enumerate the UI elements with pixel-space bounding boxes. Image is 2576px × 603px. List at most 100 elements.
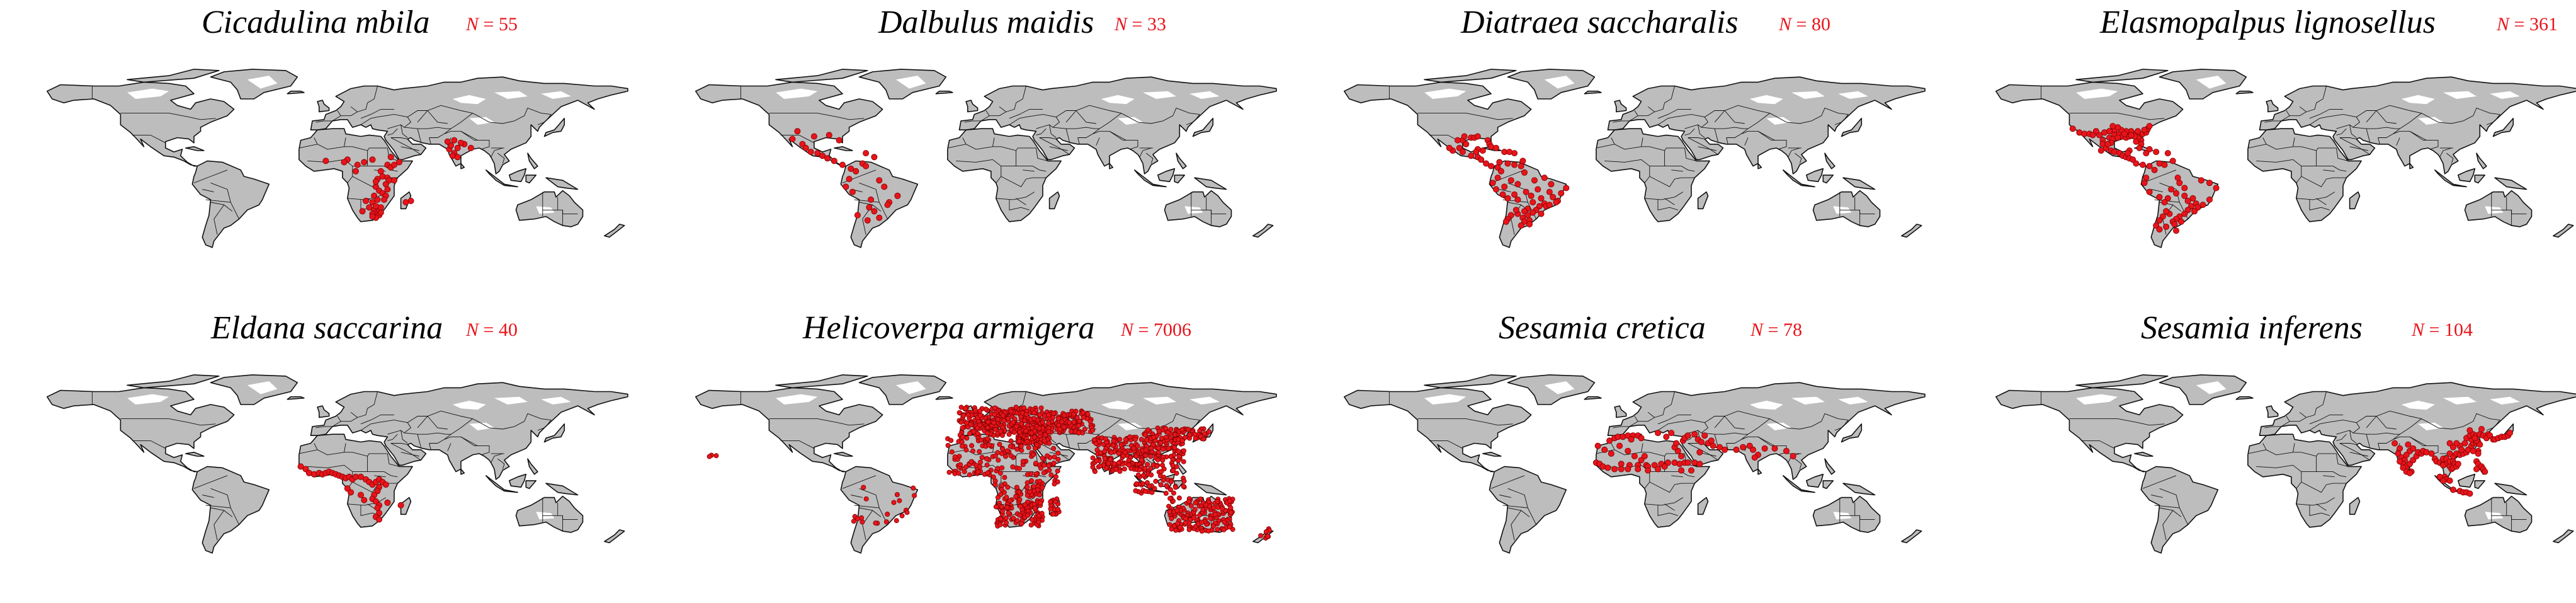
occurrence-point xyxy=(2405,441,2412,448)
occurrence-point xyxy=(1098,450,1103,456)
occurrence-point xyxy=(1022,418,1028,423)
occurrence-point xyxy=(1221,527,1227,532)
occurrence-point xyxy=(2470,447,2477,454)
occurrence-point xyxy=(374,504,381,511)
occurrence-point xyxy=(1013,493,1019,499)
occurrence-point xyxy=(1128,466,1134,471)
occurrence-point xyxy=(2507,430,2514,437)
country-border xyxy=(1834,122,1842,125)
country-border xyxy=(2349,452,2368,457)
country-border xyxy=(2309,108,2343,119)
occurrence-point xyxy=(1688,467,1695,474)
landmass-south-america xyxy=(840,160,919,248)
country-border xyxy=(1099,113,1121,129)
occurrence-point xyxy=(1531,177,1538,184)
country-border xyxy=(2301,481,2347,493)
country-border xyxy=(360,108,394,119)
country-border xyxy=(2293,443,2295,452)
country-border xyxy=(417,129,421,142)
country-border xyxy=(1657,114,1709,129)
country-border xyxy=(542,497,559,516)
country-border xyxy=(1657,199,1678,210)
occurrence-point xyxy=(2466,427,2473,434)
occurrence-point xyxy=(2171,221,2178,227)
occurrence-point xyxy=(1145,427,1151,433)
sample-count: N = 361 xyxy=(2497,14,2558,35)
occurrence-point xyxy=(1117,437,1123,442)
blank-area xyxy=(127,88,169,99)
landmass-cuba xyxy=(834,452,853,457)
country-border xyxy=(1741,130,1787,150)
country-border xyxy=(1009,108,1043,119)
occurrence-point xyxy=(706,454,712,459)
country-border xyxy=(2151,189,2163,193)
occurrence-point xyxy=(1631,452,1638,459)
occurrence-point xyxy=(1663,434,1670,440)
country-border xyxy=(1714,110,1725,123)
occurrence-point xyxy=(958,462,963,468)
country-border xyxy=(1039,137,1057,140)
occurrence-point xyxy=(1002,474,1007,480)
landmass-indonesia-sulawesi xyxy=(1822,480,1834,490)
occurrence-point xyxy=(1111,439,1116,444)
country-border xyxy=(1052,127,1100,129)
occurrence-point xyxy=(2114,134,2121,141)
occurrence-point xyxy=(1538,210,1545,217)
occurrence-point xyxy=(1541,175,1548,181)
country-border xyxy=(1613,426,1630,428)
occurrence-point xyxy=(958,420,964,425)
occurrence-point xyxy=(2163,223,2170,230)
occurrence-point xyxy=(999,465,1005,471)
land-masses xyxy=(695,69,1277,248)
country-border xyxy=(2309,505,2330,516)
country-border xyxy=(344,137,346,147)
occurrence-point xyxy=(851,519,856,524)
occurrence-point xyxy=(1521,169,1528,176)
country-border xyxy=(429,443,431,450)
landmass-sumatra-java xyxy=(485,475,518,493)
country-border xyxy=(1077,128,1100,138)
occurrence-point xyxy=(1563,185,1570,192)
occurrence-point xyxy=(363,197,370,204)
occurrence-point xyxy=(384,186,391,193)
country-border xyxy=(367,453,388,457)
blank-area xyxy=(1118,117,1143,125)
country-border xyxy=(120,418,216,426)
blank-area xyxy=(469,422,494,430)
occurrence-point xyxy=(384,499,391,506)
panel-helicoverpa-armigera: Helicoverpa armigera N = 7006 xyxy=(661,306,1291,602)
occurrence-point xyxy=(855,516,861,522)
occurrence-point xyxy=(997,470,1003,476)
occurrence-point xyxy=(1222,519,1227,525)
country-border xyxy=(1747,113,1770,129)
landmass-new-zealand xyxy=(604,224,625,238)
land-masses xyxy=(47,374,628,554)
country-border xyxy=(2339,137,2370,155)
world-map xyxy=(47,69,628,248)
country-border xyxy=(407,105,552,124)
country-border xyxy=(444,436,490,456)
occurrence-point xyxy=(1108,450,1114,456)
occurrence-point xyxy=(1751,454,1758,461)
occurrence-point xyxy=(1496,159,1503,166)
occurrence-point xyxy=(1081,415,1086,420)
occurrence-point xyxy=(1164,434,1169,440)
occurrence-point xyxy=(946,469,952,475)
occurrence-point xyxy=(1126,462,1132,468)
country-border xyxy=(2080,440,2115,449)
world-map xyxy=(1995,69,2576,248)
occurrence-point xyxy=(1143,488,1149,494)
occurrence-point xyxy=(1142,432,1148,438)
occurrence-point xyxy=(1041,438,1047,444)
occurrence-point xyxy=(2089,132,2096,139)
occurrence-point xyxy=(1043,432,1048,438)
occurrence-point xyxy=(1181,478,1187,484)
occurrence-point xyxy=(1000,413,1006,418)
country-border xyxy=(2262,443,2267,451)
country-border xyxy=(1726,128,1749,138)
occurrence-point xyxy=(985,470,990,476)
occurrence-point xyxy=(1187,432,1193,438)
occurrence-point xyxy=(1008,409,1014,415)
occurrence-point xyxy=(1483,160,1490,167)
occurrence-point xyxy=(1142,466,1148,471)
